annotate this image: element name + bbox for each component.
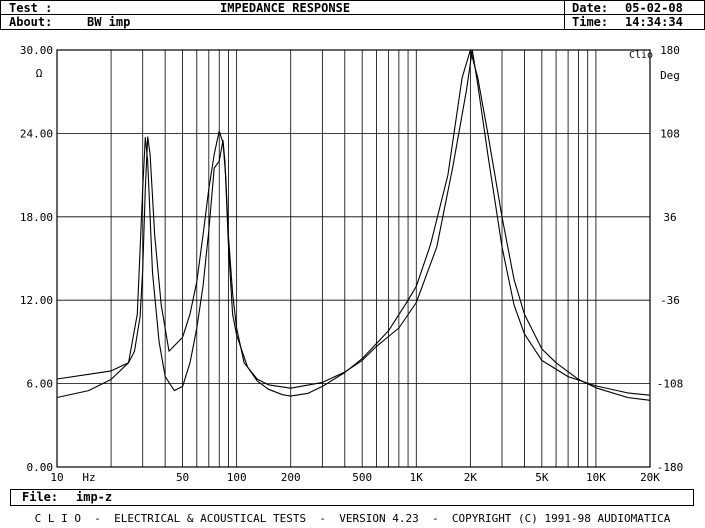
plot-frame <box>56 49 651 468</box>
time-value: 14:34:34 <box>625 15 683 29</box>
y-right-tick-label: -108 <box>657 378 684 391</box>
y-left-tick-label: 6.00 <box>27 378 54 391</box>
y-left-tick-label: 0.00 <box>27 461 54 474</box>
chart-grid <box>57 50 650 467</box>
x-tick-label: 10 <box>50 471 63 484</box>
y-right-tick-label: 36 <box>663 211 676 224</box>
impedance-chart: 10 50 100 200 500 1K 2K 5K 10K 20K Hz 0.00 6.00 12.00… <box>20 44 683 484</box>
y-right-tick-label: 108 <box>660 127 680 140</box>
impedance-curve <box>56 49 651 401</box>
about-value: BW imp <box>87 15 131 29</box>
y-right-axis-label: Deg <box>660 69 680 82</box>
clio-brand-mark: Clio <box>629 50 653 61</box>
x-tick-label: 5K <box>535 471 549 484</box>
header-info-cell <box>0 0 565 30</box>
time-label: Time: <box>572 15 609 29</box>
report-title: IMPEDANCE RESPONSE <box>220 1 351 15</box>
about-label: About: <box>9 15 53 29</box>
y-right-tick-label: 180 <box>660 44 680 57</box>
x-tick-label: 500 <box>352 471 372 484</box>
y-left-tick-label: 18.00 <box>20 211 53 224</box>
y-left-tick-label: 24.00 <box>20 127 53 140</box>
date-value: 05-02-08 <box>625 1 683 15</box>
y-right-tick-label: -36 <box>660 294 680 307</box>
test-label: Test : <box>9 1 53 15</box>
chart-series <box>56 49 651 401</box>
phase-curve <box>56 49 651 396</box>
x-tick-label: 2K <box>464 471 478 484</box>
y-left-tick-label: 12.00 <box>20 294 53 307</box>
file-bar <box>10 489 694 506</box>
y-right-tick-label: -180 <box>657 461 684 474</box>
x-tick-label: 20K <box>640 471 660 484</box>
date-label: Date: <box>572 1 609 15</box>
x-tick-label: 50 <box>176 471 189 484</box>
x-tick-label: 200 <box>281 471 301 484</box>
header-divider <box>0 14 705 15</box>
x-tick-label: 1K <box>410 471 424 484</box>
file-label: File: <box>22 490 59 504</box>
x-tick-label: 10K <box>586 471 606 484</box>
footer-credits: C L I O - ELECTRICAL & ACOUSTICAL TESTS … <box>34 512 671 525</box>
file-value: imp-z <box>76 490 113 504</box>
y-left-axis-label: Ω <box>36 67 43 80</box>
y-left-tick-label: 30.00 <box>20 44 53 57</box>
x-tick-label: 100 <box>227 471 247 484</box>
x-axis-unit-label: Hz <box>82 471 95 484</box>
chart-labels: 10 50 100 200 500 1K 2K 5K 10K 20K Hz 0.00 6.00 12.00… <box>20 44 683 484</box>
